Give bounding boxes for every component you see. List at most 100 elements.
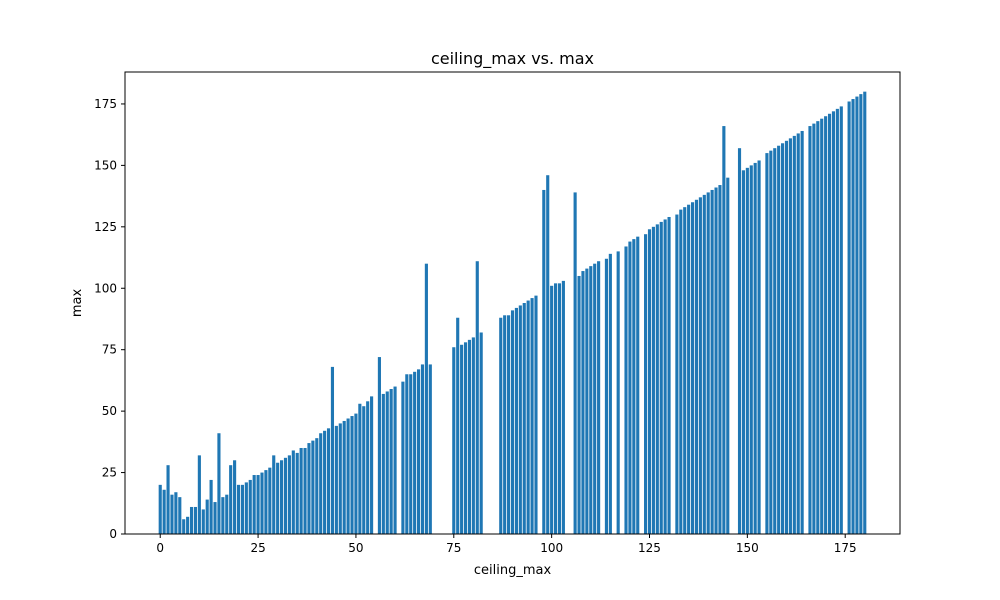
bar bbox=[252, 475, 256, 534]
y-tick-label: 0 bbox=[109, 527, 117, 541]
bar bbox=[702, 194, 706, 534]
bar bbox=[690, 202, 695, 534]
bar bbox=[424, 263, 428, 534]
bar bbox=[753, 162, 757, 534]
bar bbox=[714, 187, 718, 534]
bar bbox=[518, 305, 522, 534]
bar bbox=[816, 121, 820, 535]
y-tick-label: 125 bbox=[94, 220, 117, 234]
bar bbox=[851, 99, 855, 534]
bar bbox=[808, 126, 812, 534]
bar bbox=[268, 467, 272, 534]
bar bbox=[236, 484, 241, 534]
bar bbox=[585, 268, 589, 534]
bar bbox=[217, 433, 221, 534]
bar bbox=[651, 226, 655, 534]
bar bbox=[323, 430, 327, 534]
bar bbox=[248, 479, 252, 534]
bar bbox=[319, 433, 323, 534]
bar bbox=[698, 197, 702, 535]
bar bbox=[710, 189, 714, 534]
bar bbox=[354, 413, 358, 534]
bar bbox=[796, 133, 800, 535]
bar bbox=[835, 108, 839, 535]
bar bbox=[405, 374, 409, 534]
bar bbox=[781, 143, 785, 534]
bar bbox=[737, 148, 742, 534]
bar bbox=[616, 251, 620, 534]
bar bbox=[189, 506, 194, 534]
bar bbox=[687, 204, 691, 534]
bar bbox=[745, 167, 749, 534]
bar bbox=[647, 229, 652, 534]
bar bbox=[546, 175, 550, 534]
bar bbox=[182, 519, 186, 534]
bar bbox=[550, 285, 554, 534]
bar bbox=[608, 253, 612, 534]
bar bbox=[659, 221, 663, 535]
bar bbox=[256, 475, 260, 534]
x-tick-label: 150 bbox=[736, 541, 759, 555]
bar bbox=[362, 406, 366, 534]
bar bbox=[272, 455, 276, 534]
bar bbox=[358, 403, 362, 534]
y-axis-label: max bbox=[70, 289, 85, 318]
bar bbox=[244, 482, 248, 534]
bar bbox=[162, 489, 166, 534]
bar bbox=[824, 116, 828, 534]
bar bbox=[683, 207, 687, 534]
x-tick-label: 0 bbox=[156, 541, 164, 555]
bar bbox=[471, 337, 475, 534]
bar bbox=[283, 457, 288, 534]
bar bbox=[769, 150, 773, 534]
bar bbox=[409, 374, 413, 534]
bar bbox=[428, 364, 432, 534]
bar bbox=[201, 509, 205, 534]
bar bbox=[475, 261, 479, 534]
bar bbox=[792, 135, 796, 534]
bar bbox=[514, 307, 518, 534]
bar bbox=[827, 113, 832, 534]
bar bbox=[233, 460, 237, 534]
bar bbox=[573, 192, 577, 534]
bar bbox=[863, 91, 867, 534]
bar bbox=[526, 300, 530, 534]
bar bbox=[581, 271, 585, 534]
bar bbox=[334, 425, 338, 534]
bar bbox=[225, 494, 229, 534]
bar bbox=[326, 428, 331, 534]
x-tick-label: 75 bbox=[446, 541, 461, 555]
bar bbox=[597, 261, 601, 534]
bar bbox=[338, 423, 342, 534]
bar bbox=[839, 106, 843, 534]
bar bbox=[859, 94, 863, 535]
y-tick-label: 175 bbox=[94, 97, 117, 111]
bar bbox=[820, 118, 824, 534]
bar bbox=[655, 224, 659, 535]
bar bbox=[855, 96, 859, 535]
bar bbox=[663, 219, 667, 534]
axes-frame bbox=[124, 71, 901, 535]
bar bbox=[831, 111, 836, 534]
bar bbox=[522, 303, 526, 534]
bar bbox=[205, 499, 209, 534]
bar bbox=[800, 130, 804, 534]
bar bbox=[240, 484, 244, 534]
bar bbox=[393, 386, 397, 534]
bar bbox=[264, 470, 268, 534]
bar bbox=[632, 239, 636, 534]
bar bbox=[589, 266, 593, 534]
bar bbox=[604, 258, 609, 534]
bar bbox=[299, 447, 303, 534]
x-tick-label: 25 bbox=[250, 541, 265, 555]
x-axis-ticks: 0 25 50 75 100 125 150 175 bbox=[156, 534, 857, 555]
bar bbox=[718, 185, 722, 535]
x-tick-label: 175 bbox=[834, 541, 857, 555]
x-tick-label: 50 bbox=[348, 541, 363, 555]
bar bbox=[330, 366, 335, 534]
bar bbox=[499, 317, 503, 534]
bar bbox=[628, 241, 632, 534]
bar bbox=[694, 199, 699, 534]
bar bbox=[370, 396, 374, 534]
